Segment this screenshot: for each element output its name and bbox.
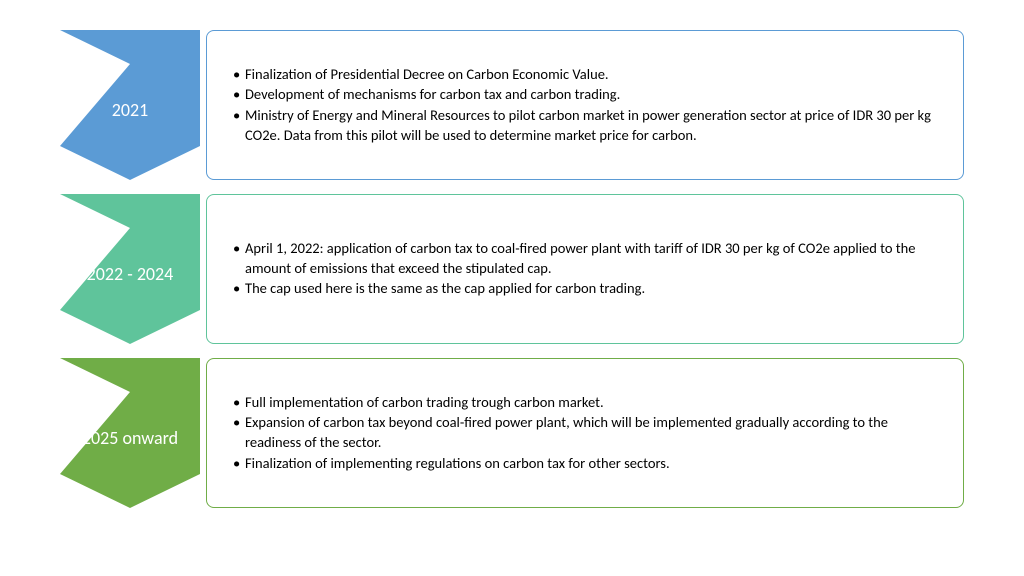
stage-content: Full implementation of carbon trading tr… [206, 358, 964, 508]
bullet-list: Finalization of Presidential Decree on C… [233, 64, 943, 146]
bullet-item: Finalization of implementing regulations… [233, 454, 943, 474]
bullet-item: Finalization of Presidential Decree on C… [233, 65, 943, 85]
chevron-down-icon: 2022 - 2024 [60, 194, 200, 344]
bullet-item: Full implementation of carbon trading tr… [233, 393, 943, 413]
chevron-down-icon: 2021 [60, 30, 200, 180]
stage-content: April 1, 2022: application of carbon tax… [206, 194, 964, 344]
stage-row: 2025 onward Full implementation of carbon… [60, 358, 964, 508]
bullet-list: Full implementation of carbon trading tr… [233, 392, 943, 474]
bullet-item: Ministry of Energy and Mineral Resources… [233, 106, 943, 145]
stage-row: 2021 Finalization of Presidential Decree … [60, 30, 964, 180]
chevron-process-diagram: 2021 Finalization of Presidential Decree … [60, 30, 964, 508]
stage-row: 2022 - 2024 April 1, 2022: application of… [60, 194, 964, 344]
bullet-item: April 1, 2022: application of carbon tax… [233, 239, 943, 278]
chevron-down-icon: 2025 onward [60, 358, 200, 508]
stage-content: Finalization of Presidential Decree on C… [206, 30, 964, 180]
bullet-item: The cap used here is the same as the cap… [233, 279, 943, 299]
bullet-list: April 1, 2022: application of carbon tax… [233, 238, 943, 300]
bullet-item: Expansion of carbon tax beyond coal-fire… [233, 413, 943, 452]
bullet-item: Development of mechanisms for carbon tax… [233, 85, 943, 105]
